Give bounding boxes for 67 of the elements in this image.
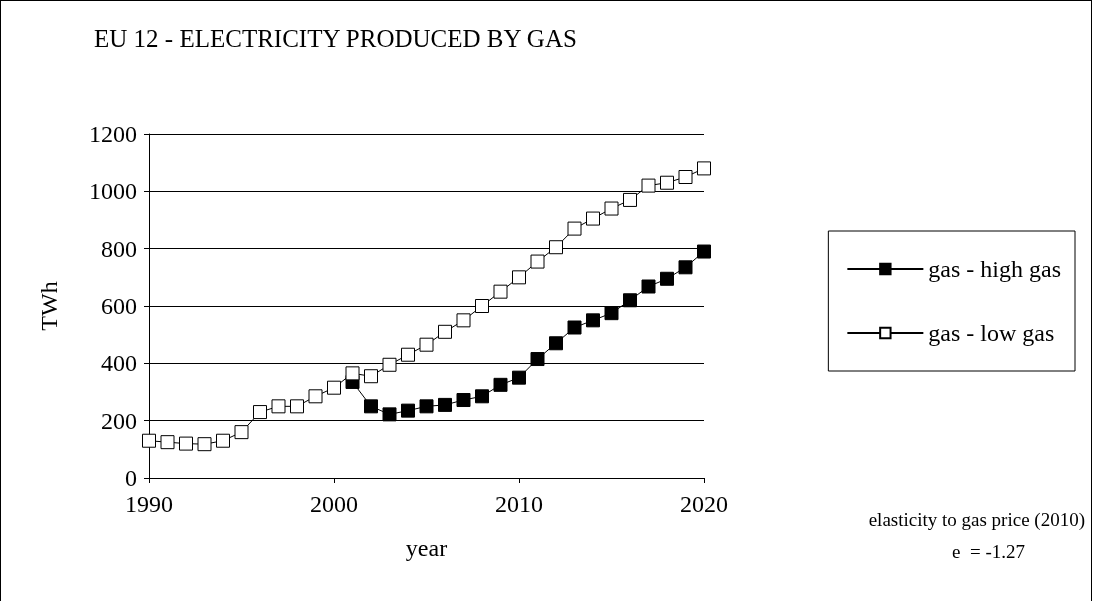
point [401, 347, 415, 362]
y-tick-label: 400 [101, 350, 137, 377]
point [586, 211, 600, 226]
point [179, 436, 193, 451]
point [586, 313, 600, 328]
point [660, 271, 674, 286]
point [512, 370, 526, 385]
point [660, 175, 674, 190]
y-tick-label: 0 [125, 465, 137, 491]
point [197, 437, 212, 452]
point [382, 357, 397, 372]
point [549, 240, 563, 255]
point [475, 389, 489, 404]
y-tick-label: 1000 [89, 178, 137, 205]
point [382, 407, 397, 422]
x-axis-title: year [405, 535, 448, 561]
text: elasticity to gas price (2010) [868, 509, 1086, 531]
y-tick-label: 600 [101, 293, 137, 319]
point [623, 293, 637, 308]
point [290, 399, 304, 414]
point [234, 425, 249, 440]
point [512, 270, 526, 285]
chart-title: EU 12 - ELECTRICITY PRODUCED BY GAS [94, 25, 577, 52]
point [641, 279, 656, 294]
point [345, 366, 360, 381]
point [271, 399, 286, 414]
point [641, 178, 656, 193]
point [697, 244, 711, 259]
point [327, 380, 341, 395]
point [697, 161, 711, 176]
point [308, 389, 323, 404]
point [549, 336, 563, 351]
point [604, 201, 619, 216]
point [438, 324, 452, 339]
point [401, 403, 415, 418]
point [160, 435, 175, 450]
point [364, 369, 378, 384]
point [456, 313, 471, 328]
y-tick-label: 800 [101, 235, 137, 262]
y-tick-label: 1200 [89, 121, 137, 147]
point [567, 320, 582, 335]
point [530, 352, 545, 367]
point [678, 260, 693, 275]
point [493, 284, 508, 299]
point [678, 170, 693, 184]
point [216, 433, 230, 448]
point [623, 192, 637, 207]
x-tick-label: 2010 [495, 491, 543, 517]
x-tick-label: 2020 [680, 491, 728, 517]
text: e = -1.27 [952, 541, 1026, 562]
point [419, 399, 434, 414]
point [253, 405, 267, 420]
point [438, 397, 452, 412]
point [456, 393, 471, 408]
point [567, 221, 582, 236]
point [604, 306, 619, 321]
point [530, 254, 545, 269]
x-tick-label: 1990 [125, 491, 173, 517]
legend-label: gas - low gas [928, 320, 1055, 346]
y-tick-label: 200 [101, 407, 137, 434]
point [142, 433, 156, 448]
y-axis-title: TWh [36, 281, 62, 331]
legend-label: gas - high gas [928, 256, 1062, 282]
point [419, 337, 434, 352]
point [493, 377, 508, 392]
point [364, 399, 378, 414]
x-tick-label: 2000 [310, 491, 358, 517]
